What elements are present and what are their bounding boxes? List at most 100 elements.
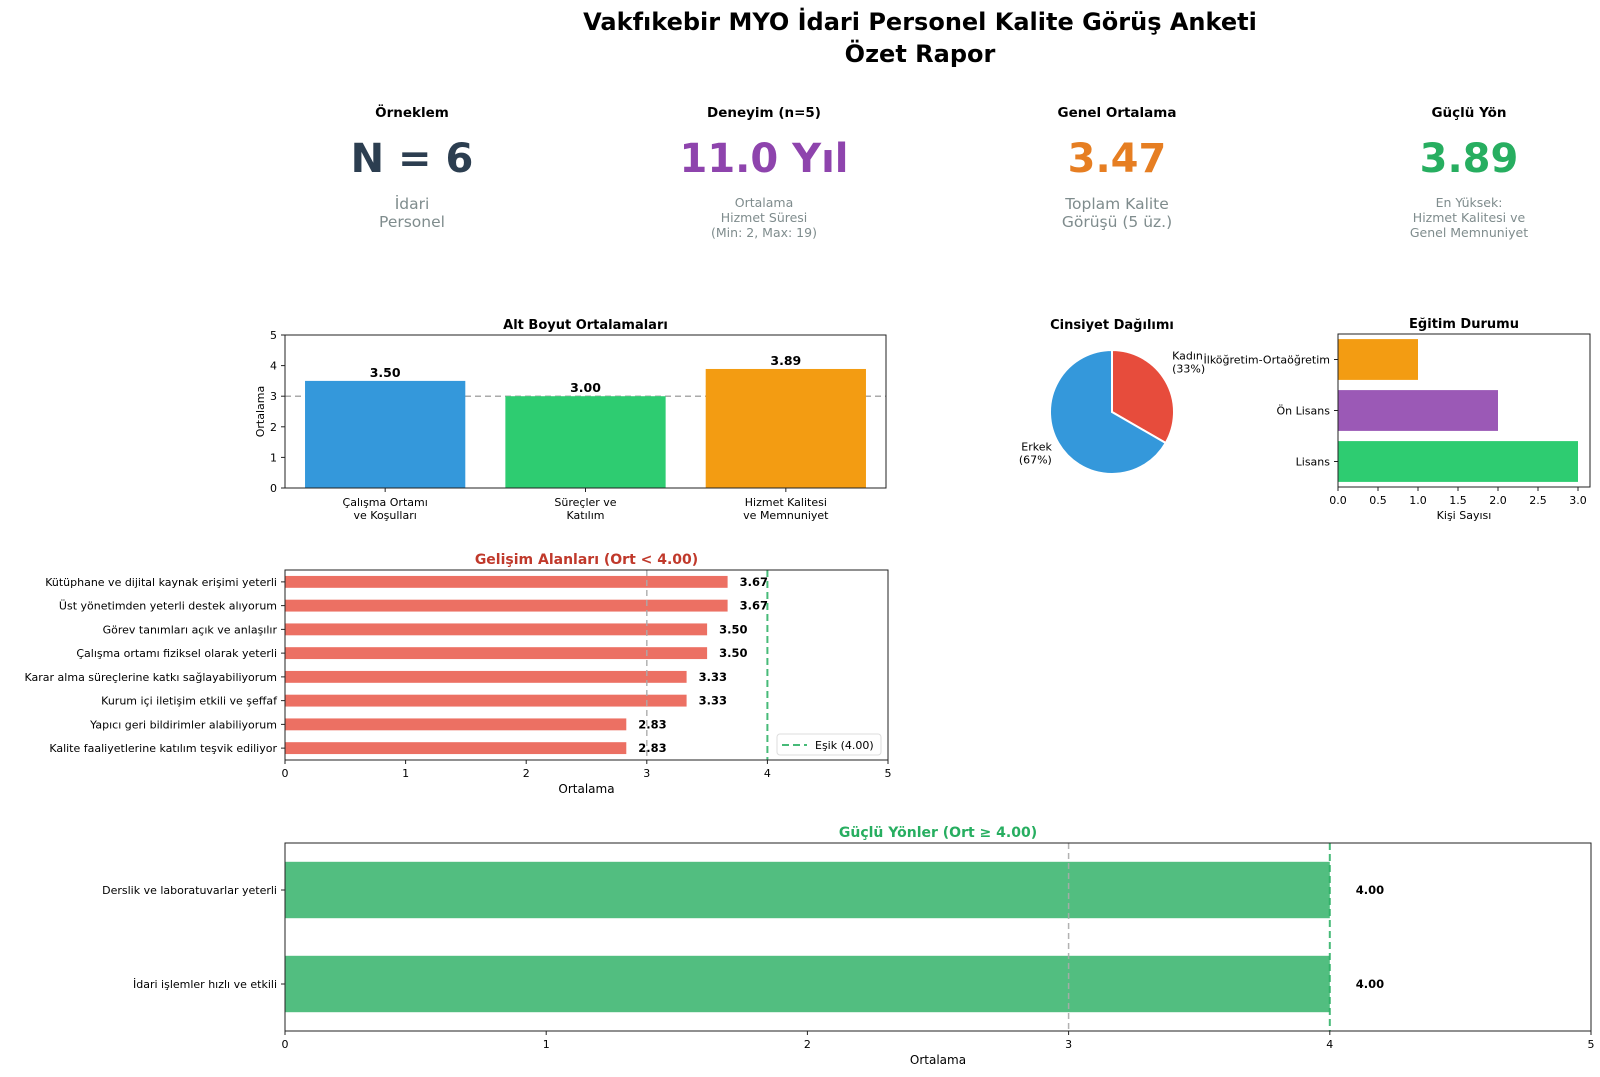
y-tick-label: Lisans	[1296, 456, 1331, 469]
bar-value-label: 4.00	[1356, 883, 1384, 897]
x-tick-label: Hizmet Kalitesi	[745, 496, 827, 509]
kpi-card: Örneklem N = 6 İdari Personel	[262, 105, 562, 231]
bar	[285, 599, 728, 612]
x-axis-label: Ortalama	[910, 1053, 966, 1067]
y-tick-label: Karar alma süreçlerine katkı sağlayabili…	[25, 671, 277, 684]
x-axis-label: Kişi Sayısı	[1437, 509, 1492, 522]
kpi-subtitle-line: Hizmet Süresi	[720, 210, 808, 225]
x-tick-label: 2.0	[1489, 494, 1507, 507]
bar	[285, 718, 627, 731]
x-tick-label: 0	[282, 1038, 289, 1051]
plot-frame	[284, 334, 887, 489]
y-tick-label: İdari işlemler hızlı ve etkili	[133, 978, 277, 991]
x-tick-label: Katılım	[567, 509, 605, 522]
x-tick-label: ve Memnuniyet	[743, 509, 829, 522]
chart-title: Alt Boyut Ortalamaları	[503, 318, 668, 333]
x-axis-label: Ortalama	[558, 782, 614, 796]
x-tick-label: 0	[282, 767, 289, 780]
kpi-value: 3.47	[1067, 136, 1167, 182]
chart-gelisim: Gelişim Alanları (Ort < 4.00) 3.67 Kütüpha…	[25, 552, 892, 796]
x-tick-label: Çalışma Ortamı	[343, 496, 428, 509]
y-tick-label: Görev tanımları açık ve anlaşılır	[103, 623, 278, 636]
y-tick-label: 0	[270, 482, 277, 495]
pie-slice	[1048, 348, 1168, 475]
kpi-value: 3.89	[1419, 136, 1519, 182]
y-tick-label: Kurum içi iletişim etkili ve şeffaf	[101, 695, 278, 708]
legend-label: Eşik (4.00)	[815, 739, 874, 752]
chart-egitim: Eğitim Durumu İlköğretim-Ortaöğretim Ön Li…	[1204, 317, 1591, 522]
y-tick-label: Ön Lisans	[1277, 405, 1331, 418]
x-tick-label: 1	[543, 1038, 550, 1051]
kpi-subtitle-line: Görüşü (5 üz.)	[1061, 213, 1173, 231]
kpi-value: N = 6	[350, 136, 474, 182]
chart-cinsiyet: Cinsiyet Dağılımı Kadın(33%) Erkek(67%)	[1019, 318, 1205, 475]
report-title: Vakfıkebir MYO İdari Personel Kalite Gör…	[0, 6, 1600, 70]
bar-value-label: 3.67	[740, 599, 768, 613]
bar-value-label: 3.33	[699, 694, 727, 708]
kpi-value: 11.0 Yıl	[679, 136, 849, 182]
y-axis-label: Ortalama	[254, 386, 267, 438]
kpi-card: Genel Ortalama 3.47 Toplam Kalite Görüşü (5…	[967, 105, 1267, 231]
bar-value-label: 3.00	[570, 380, 601, 395]
pie-percent-label: (67%)	[1019, 454, 1052, 467]
x-tick-label: 5	[885, 767, 892, 780]
bar-value-label: 4.00	[1356, 977, 1384, 991]
kpi-subtitle-line: (Min: 2, Max: 19)	[711, 225, 817, 240]
x-tick-label: 1.5	[1449, 494, 1467, 507]
y-tick-label: İlköğretim-Ortaöğretim	[1204, 354, 1330, 367]
kpi-card: Deneyim (n=5) 11.0 Yıl Ortalama Hizmet Süre…	[614, 105, 914, 240]
kpi-subtitle-line: Toplam Kalite	[1065, 195, 1169, 213]
kpi-label: Deneyim (n=5)	[707, 105, 821, 121]
y-tick-label: 1	[270, 451, 277, 464]
bar	[285, 670, 687, 683]
bar	[1338, 339, 1418, 380]
plot-frame	[284, 569, 889, 761]
bar	[1338, 441, 1578, 482]
plot-frame	[1337, 333, 1591, 488]
pie-label: Erkek	[1021, 441, 1052, 454]
pie-label: Kadın	[1172, 349, 1203, 362]
y-tick-label: Derslik ve laboratuvarlar yeterli	[102, 884, 277, 897]
pie-slice	[1111, 348, 1175, 445]
bar-value-label: 2.83	[638, 717, 666, 731]
bar	[285, 861, 1330, 919]
x-tick-label: 3	[643, 767, 650, 780]
bar-value-label: 2.83	[638, 741, 666, 755]
bar	[705, 368, 866, 488]
kpi-label: Örneklem	[375, 105, 449, 121]
bar-value-label: 3.50	[370, 365, 401, 380]
kpi-subtitle: En Yüksek: Hizmet Kalitesi ve Genel Memnun…	[1319, 195, 1600, 240]
y-tick-label: Kalite faaliyetlerine katılım teşvik edi…	[49, 742, 277, 755]
bar	[285, 575, 728, 588]
x-tick-label: 0.0	[1329, 494, 1347, 507]
y-tick-label: Kütüphane ve dijital kaynak erişimi yete…	[45, 576, 277, 589]
chart-title: Güçlü Yönler (Ort ≥ 4.00)	[839, 825, 1037, 841]
bar-value-label: 3.50	[719, 646, 747, 660]
bar	[1338, 390, 1498, 431]
kpi-subtitle-line: Hizmet Kalitesi ve	[1412, 210, 1526, 225]
report-title-line1: Vakfıkebir MYO İdari Personel Kalite Gör…	[583, 8, 1257, 36]
x-tick-label: 2	[804, 1038, 811, 1051]
bar-value-label: 3.67	[740, 575, 768, 589]
kpi-subtitle-line: Personel	[379, 213, 445, 231]
bar	[285, 623, 708, 636]
y-tick-label: Üst yönetimden yeterli destek alıyorum	[59, 600, 277, 613]
kpi-subtitle-line: İdari	[394, 195, 430, 213]
x-tick-label: 2.5	[1529, 494, 1547, 507]
kpi-subtitle: Ortalama Hizmet Süresi (Min: 2, Max: 19)	[614, 195, 914, 240]
x-tick-label: 0.5	[1369, 494, 1387, 507]
report-title-line2: Özet Rapor	[844, 40, 996, 68]
bar	[285, 955, 1330, 1013]
bar-value-label: 3.89	[770, 353, 801, 368]
x-tick-label: 1	[402, 767, 409, 780]
chart-alt-boyut: Alt Boyut Ortalamaları 3.50 Çalışma Ortamı…	[254, 318, 887, 522]
kpi-card: Güçlü Yön 3.89 En Yüksek: Hizmet Kalitesi v…	[1319, 105, 1600, 240]
kpi-subtitle: İdari Personel	[262, 195, 562, 231]
y-tick-label: 2	[270, 421, 277, 434]
y-tick-label: Yapıcı geri bildirimler alabiliyorum	[89, 718, 277, 731]
chart-guclu: Güçlü Yönler (Ort ≥ 4.00) 4.00 Derslik ve …	[102, 825, 1594, 1067]
pie-percent-label: (33%)	[1172, 362, 1205, 375]
y-tick-label: Çalışma ortamı fiziksel olarak yeterli	[76, 647, 277, 660]
x-tick-label: ve Koşulları	[354, 509, 417, 522]
